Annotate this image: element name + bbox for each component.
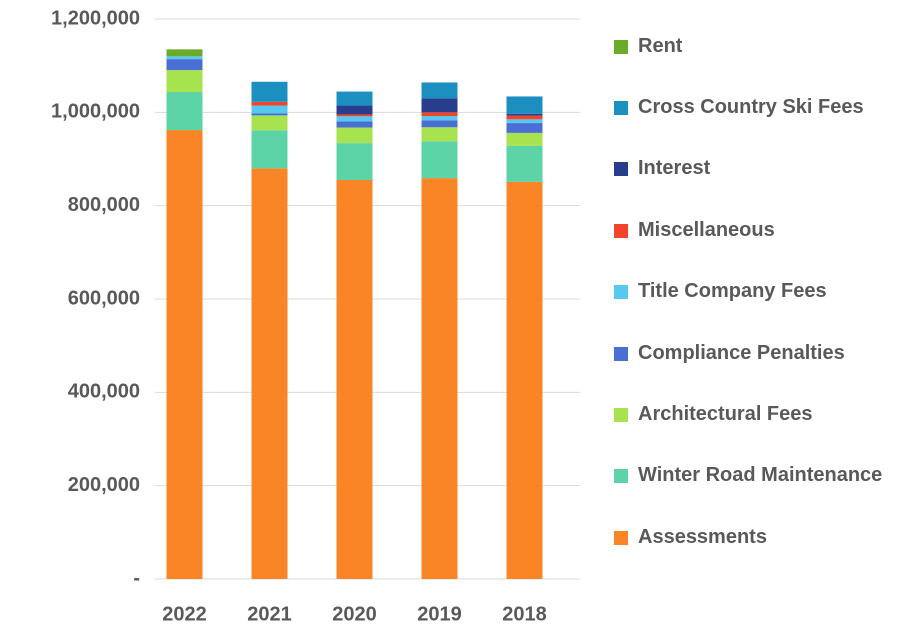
y-tick-label: 1,200,000 bbox=[51, 7, 140, 29]
legend-label: Miscellaneous bbox=[638, 218, 775, 241]
bar-segment bbox=[506, 115, 543, 120]
bar-segment bbox=[336, 116, 373, 122]
legend-label: Winter Road Maintenance bbox=[638, 464, 883, 487]
y-tick-label: 600,000 bbox=[68, 287, 140, 309]
bar-segment bbox=[336, 121, 373, 128]
x-tick-label: 2022 bbox=[162, 603, 207, 625]
legend-label: Assessments bbox=[638, 525, 767, 548]
bar-segment bbox=[506, 145, 543, 182]
y-tick-label: - bbox=[133, 567, 140, 589]
legend-swatch bbox=[614, 530, 628, 545]
legend-label: Interest bbox=[638, 157, 711, 180]
legend-swatch bbox=[614, 223, 628, 238]
bar-segment bbox=[251, 113, 288, 116]
bar-segment bbox=[421, 116, 458, 121]
y-tick-label: 800,000 bbox=[68, 194, 140, 216]
bar-segment bbox=[506, 96, 543, 114]
bar-segment bbox=[506, 132, 543, 146]
legend-swatch bbox=[614, 346, 628, 361]
bar-segment bbox=[166, 92, 203, 131]
bar-segment bbox=[421, 141, 458, 179]
bar-segment bbox=[506, 119, 543, 124]
legend-item: Winter Road Maintenance bbox=[614, 459, 884, 492]
legend-swatch bbox=[614, 39, 628, 54]
legend-label: Rent bbox=[638, 34, 683, 57]
bar-segment bbox=[421, 178, 458, 579]
bar-segment bbox=[506, 113, 543, 116]
bar-segment bbox=[336, 105, 373, 115]
x-tick-label: 2020 bbox=[332, 603, 377, 625]
bar-segment bbox=[336, 91, 373, 106]
x-tick-label: 2019 bbox=[417, 603, 462, 625]
legend-item: Title Company Fees bbox=[614, 275, 884, 308]
x-tick-label: 2018 bbox=[502, 603, 547, 625]
bar-segment bbox=[336, 127, 373, 144]
bar-segment bbox=[336, 114, 373, 117]
bar-segment bbox=[421, 112, 458, 117]
bar-segment bbox=[421, 82, 458, 99]
bar-segment bbox=[506, 181, 543, 579]
legend-item: Interest bbox=[614, 152, 884, 185]
bar-segment bbox=[421, 120, 458, 128]
y-tick-label: 200,000 bbox=[68, 474, 140, 496]
legend-swatch bbox=[614, 162, 628, 177]
legend-swatch bbox=[614, 285, 628, 300]
bar-segment bbox=[166, 49, 203, 57]
bar-segment bbox=[166, 70, 203, 93]
legend-swatch bbox=[614, 407, 628, 422]
legend-label: Compliance Penalties bbox=[638, 341, 845, 364]
bar-segment bbox=[251, 168, 288, 580]
bar-segment bbox=[421, 127, 458, 142]
bar-segment bbox=[166, 130, 203, 580]
x-tick-label: 2021 bbox=[247, 603, 292, 625]
legend-item: Assessments bbox=[614, 521, 884, 554]
bar-segment bbox=[251, 115, 288, 131]
y-tick-label: 1,000,000 bbox=[51, 101, 140, 123]
bar-segment bbox=[251, 105, 288, 114]
legend-label: Architectural Fees bbox=[638, 402, 813, 425]
bar-segment bbox=[251, 130, 288, 169]
bar-segment bbox=[166, 56, 203, 60]
legend-swatch bbox=[614, 100, 628, 115]
legend-item: Cross Country Ski Fees bbox=[614, 91, 884, 124]
legend-label: Cross Country Ski Fees bbox=[638, 95, 864, 118]
bar-segment bbox=[506, 123, 543, 133]
legend-item: Compliance Penalties bbox=[614, 337, 884, 370]
bar-segment bbox=[421, 98, 458, 113]
bar-segment bbox=[251, 81, 288, 102]
legend-item: Miscellaneous bbox=[614, 214, 884, 247]
legend-item: Rent bbox=[614, 30, 884, 63]
bar-segment bbox=[336, 143, 373, 180]
bar-segment bbox=[336, 180, 373, 579]
bar-segment bbox=[251, 101, 288, 106]
legend-label: Title Company Fees bbox=[638, 280, 827, 303]
y-tick-label: 400,000 bbox=[68, 381, 140, 403]
legend-item: Architectural Fees bbox=[614, 398, 884, 431]
bar-segment bbox=[166, 59, 203, 71]
legend-swatch bbox=[614, 469, 628, 484]
